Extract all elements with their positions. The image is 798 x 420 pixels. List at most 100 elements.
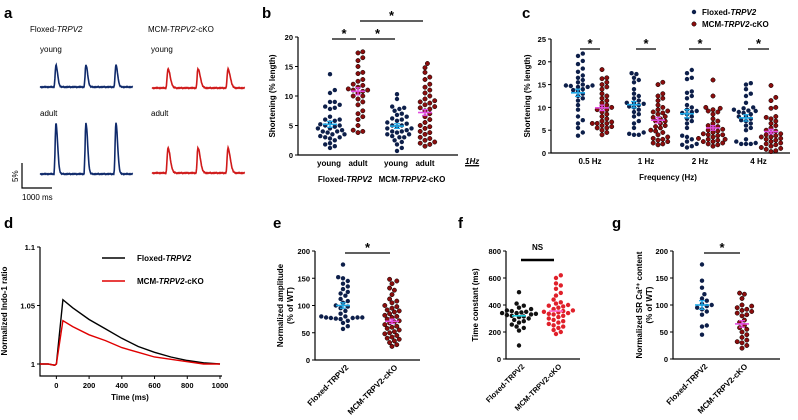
data-point <box>604 116 610 122</box>
data-point <box>355 123 361 128</box>
data-point <box>432 98 438 104</box>
y-tick-label: 100 <box>655 301 668 310</box>
data-point <box>684 102 690 108</box>
line-floxed <box>40 298 221 366</box>
label-suffix: -cKO <box>196 25 214 34</box>
category-label: young <box>317 159 341 168</box>
data-point <box>558 283 563 288</box>
data-point <box>580 66 585 71</box>
data-point <box>594 125 600 131</box>
data-point <box>399 145 404 151</box>
data-point <box>609 104 615 110</box>
data-point <box>773 114 779 119</box>
data-point <box>744 343 750 348</box>
label-suffix: -cKO <box>185 277 204 286</box>
data-point <box>660 91 666 97</box>
y-tick-label: 15 <box>538 81 546 90</box>
data-point <box>512 317 517 323</box>
category-label: 0.5 Hz <box>578 157 601 166</box>
data-point <box>327 99 333 105</box>
y-tick-label: 600 <box>488 274 501 283</box>
data-point <box>758 134 764 140</box>
data-point <box>575 61 581 67</box>
series-floxed-4-hz <box>731 81 758 147</box>
data-point <box>390 116 395 121</box>
data-point <box>516 290 522 295</box>
data-point <box>528 306 534 312</box>
data-point <box>710 139 716 145</box>
panel-letter: d <box>4 215 13 232</box>
data-point <box>749 309 755 314</box>
traces <box>39 62 246 176</box>
series-floxed-2-hz <box>680 67 699 150</box>
y-tick-label: 150 <box>655 274 668 283</box>
data-point <box>417 140 423 146</box>
data-point <box>432 104 438 110</box>
series-cko-1-hz <box>648 79 671 148</box>
data-point <box>580 96 585 101</box>
data-point <box>345 86 351 92</box>
data-point <box>720 126 726 132</box>
data-point <box>323 315 329 320</box>
data-point <box>696 135 701 141</box>
floxed-title: Floxed-TRPV2 <box>30 25 83 34</box>
data-point <box>699 285 705 290</box>
data-point <box>387 340 393 346</box>
panel-letter: c <box>522 5 530 22</box>
data-point <box>710 93 716 99</box>
data-point <box>743 137 749 142</box>
data-point <box>604 120 610 126</box>
data-point <box>396 327 402 333</box>
series-floxed-0-5-hz <box>563 51 595 138</box>
data-point <box>389 334 395 340</box>
data-point <box>551 312 556 317</box>
data-point <box>655 142 661 148</box>
y-tick-label: 200 <box>297 247 310 256</box>
y-tick-label: 1.1 <box>25 243 35 252</box>
y-axis-label: Normalized SR Ca²⁺ content <box>635 251 644 358</box>
data-point <box>561 324 566 329</box>
axes <box>550 39 790 154</box>
data-point <box>427 81 433 87</box>
data-point <box>556 314 561 320</box>
label-prefix: Floxed- <box>702 8 731 17</box>
data-point <box>653 128 659 134</box>
scale-y-label: 5% <box>11 170 20 182</box>
data-point <box>389 343 395 349</box>
line-cko <box>40 319 220 366</box>
data-point <box>333 316 338 321</box>
data-point <box>355 117 361 123</box>
series-floxed-trpv2-young <box>315 72 347 151</box>
adult-label: adult <box>151 109 169 118</box>
data-point <box>655 98 661 104</box>
label-suffix: -cKO <box>750 20 769 29</box>
data-point <box>650 109 656 115</box>
data-point <box>345 278 350 284</box>
data-point <box>551 317 556 323</box>
data-point <box>665 108 671 114</box>
data-point <box>594 120 600 126</box>
data-point <box>394 278 400 284</box>
data-point <box>599 76 605 82</box>
data-point <box>340 286 346 292</box>
data-point <box>580 130 585 135</box>
data-point <box>553 301 559 306</box>
data-point <box>558 300 563 305</box>
data-point <box>427 130 433 136</box>
data-point <box>427 117 433 123</box>
data-point <box>360 114 366 120</box>
data-point <box>424 61 430 66</box>
data-point <box>778 145 784 151</box>
data-point <box>330 132 335 137</box>
significance-label: * <box>389 8 395 23</box>
data-point <box>327 72 333 77</box>
data-point <box>650 140 656 146</box>
data-point <box>699 312 705 317</box>
category-label: 2 Hz <box>692 157 708 166</box>
data-point <box>394 92 400 97</box>
data-point <box>319 314 324 319</box>
data-point <box>580 51 585 56</box>
data-point <box>604 79 610 85</box>
data-point <box>580 118 585 123</box>
y-tick-label: 200 <box>655 247 668 256</box>
